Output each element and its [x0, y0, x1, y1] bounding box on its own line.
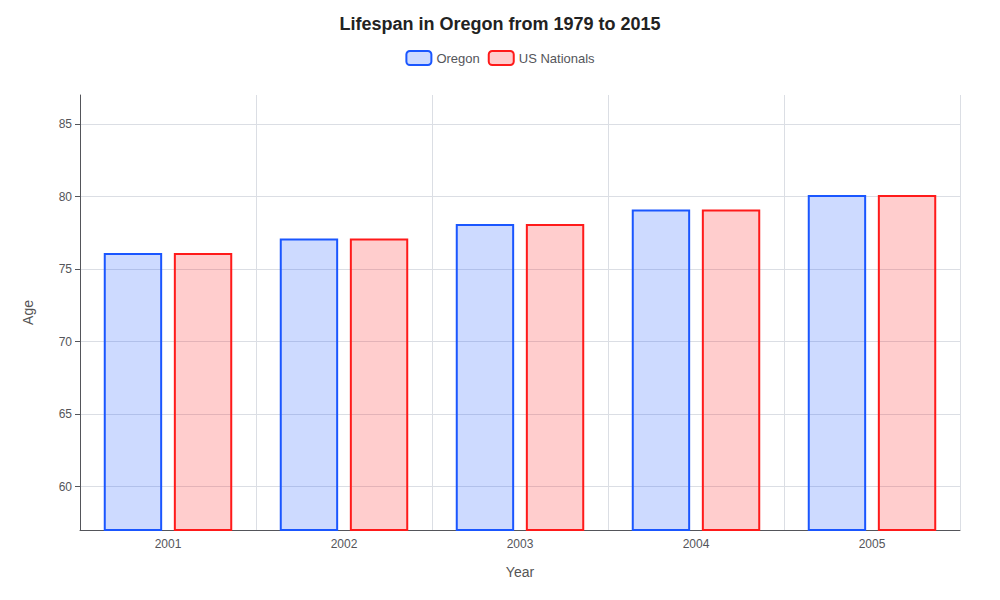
svg-text:2004: 2004 — [683, 537, 710, 551]
svg-text:85: 85 — [59, 117, 73, 131]
svg-text:2001: 2001 — [155, 537, 182, 551]
svg-text:80: 80 — [59, 190, 73, 204]
svg-text:70: 70 — [59, 335, 73, 349]
svg-text:Lifespan in Oregon from 1979 t: Lifespan in Oregon from 1979 to 2015 — [339, 14, 660, 34]
svg-text:2005: 2005 — [859, 537, 886, 551]
svg-text:Year: Year — [506, 564, 535, 580]
svg-text:Oregon: Oregon — [436, 51, 479, 66]
svg-text:60: 60 — [59, 480, 73, 494]
svg-text:65: 65 — [59, 407, 73, 421]
svg-text:75: 75 — [59, 262, 73, 276]
svg-text:2002: 2002 — [331, 537, 358, 551]
svg-text:US Nationals: US Nationals — [519, 51, 595, 66]
svg-text:2003: 2003 — [507, 537, 534, 551]
svg-text:Age: Age — [20, 300, 36, 325]
